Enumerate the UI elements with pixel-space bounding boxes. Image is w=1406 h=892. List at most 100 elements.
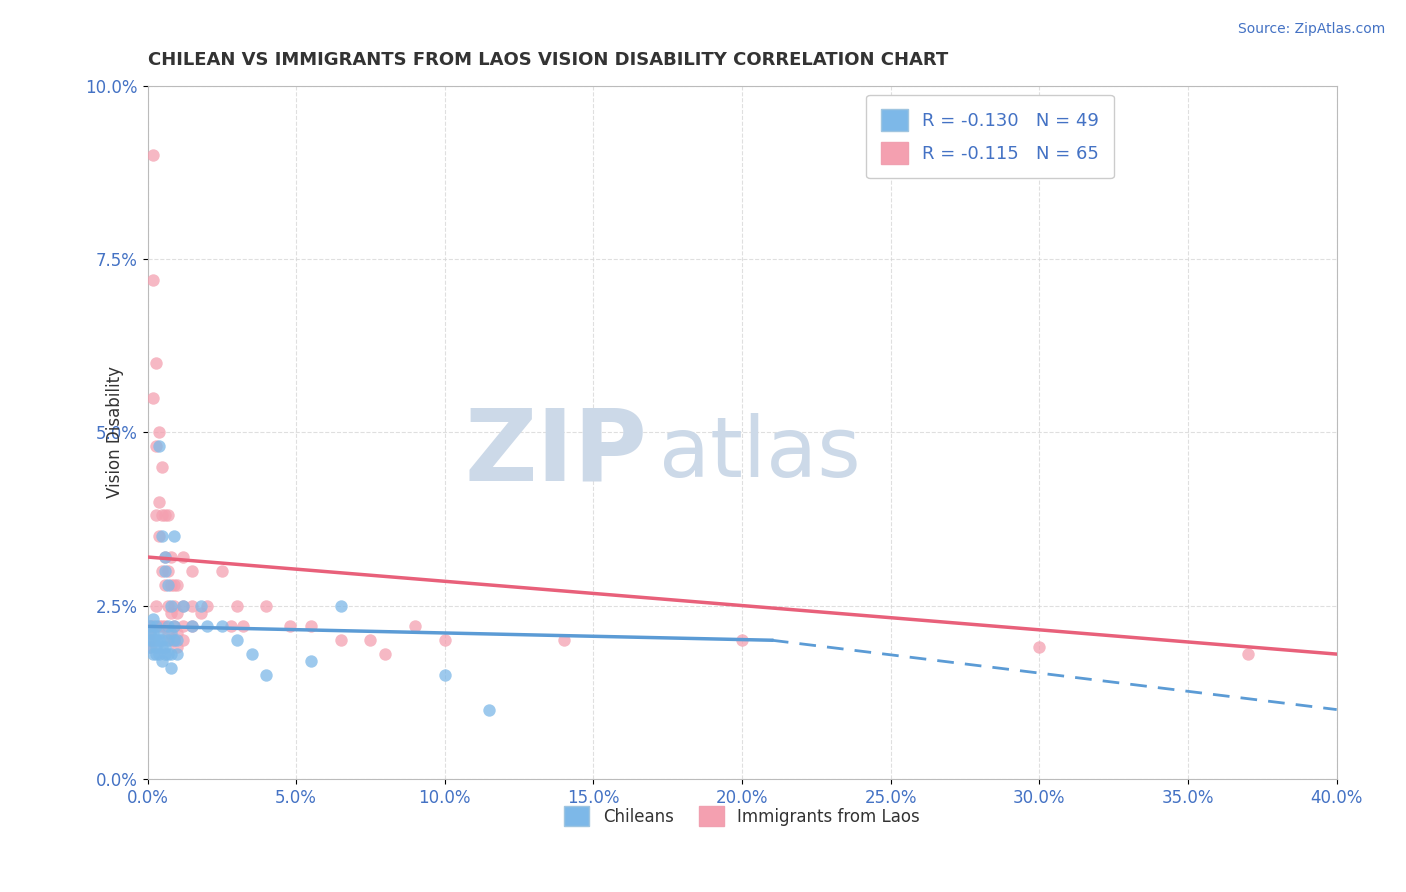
Point bbox=[225, 599, 247, 613]
Point bbox=[157, 626, 180, 640]
Point bbox=[478, 702, 501, 716]
Text: ZIP: ZIP bbox=[464, 404, 647, 501]
Point bbox=[190, 606, 212, 620]
Point bbox=[160, 599, 183, 613]
Point bbox=[232, 619, 254, 633]
Point bbox=[195, 619, 218, 633]
Point bbox=[166, 647, 188, 661]
Point bbox=[142, 619, 165, 633]
Point bbox=[142, 633, 165, 648]
Point bbox=[145, 439, 167, 453]
Point bbox=[145, 647, 167, 661]
Point bbox=[211, 619, 233, 633]
Point bbox=[163, 633, 186, 648]
Point bbox=[163, 619, 186, 633]
Point bbox=[157, 578, 180, 592]
Point bbox=[145, 640, 167, 655]
Point bbox=[172, 619, 194, 633]
Point bbox=[139, 640, 162, 655]
Point bbox=[148, 425, 170, 440]
Point bbox=[142, 148, 165, 162]
Point bbox=[256, 599, 278, 613]
Point bbox=[139, 619, 162, 633]
Point bbox=[142, 273, 165, 287]
Point bbox=[299, 619, 322, 633]
Point bbox=[139, 640, 162, 655]
Legend: Chileans, Immigrants from Laos: Chileans, Immigrants from Laos bbox=[558, 799, 927, 833]
Point bbox=[148, 494, 170, 508]
Point bbox=[160, 661, 183, 675]
Point bbox=[172, 549, 194, 564]
Point bbox=[240, 647, 263, 661]
Point bbox=[150, 640, 173, 655]
Text: CHILEAN VS IMMIGRANTS FROM LAOS VISION DISABILITY CORRELATION CHART: CHILEAN VS IMMIGRANTS FROM LAOS VISION D… bbox=[148, 51, 948, 69]
Point bbox=[181, 619, 204, 633]
Point bbox=[148, 626, 170, 640]
Point bbox=[172, 599, 194, 613]
Point bbox=[166, 606, 188, 620]
Point bbox=[172, 633, 194, 648]
Y-axis label: Vision Disability: Vision Disability bbox=[105, 367, 124, 499]
Point bbox=[160, 578, 183, 592]
Point bbox=[163, 529, 186, 543]
Point bbox=[256, 668, 278, 682]
Point bbox=[195, 599, 218, 613]
Point bbox=[553, 633, 575, 648]
Point bbox=[181, 619, 204, 633]
Point bbox=[329, 599, 352, 613]
Point bbox=[155, 619, 177, 633]
Point bbox=[190, 599, 212, 613]
Point bbox=[163, 578, 186, 592]
Point bbox=[160, 606, 183, 620]
Point bbox=[278, 619, 301, 633]
Point bbox=[1028, 640, 1050, 655]
Point bbox=[150, 654, 173, 668]
Point bbox=[148, 633, 170, 648]
Point bbox=[155, 578, 177, 592]
Point bbox=[163, 633, 186, 648]
Point bbox=[155, 508, 177, 523]
Point bbox=[142, 391, 165, 405]
Text: atlas: atlas bbox=[659, 412, 860, 493]
Point bbox=[145, 508, 167, 523]
Point bbox=[166, 640, 188, 655]
Point bbox=[155, 647, 177, 661]
Point bbox=[150, 459, 173, 474]
Point bbox=[160, 626, 183, 640]
Point bbox=[360, 633, 382, 648]
Text: Source: ZipAtlas.com: Source: ZipAtlas.com bbox=[1237, 22, 1385, 37]
Point bbox=[148, 647, 170, 661]
Point bbox=[155, 549, 177, 564]
Point bbox=[160, 633, 183, 648]
Point bbox=[139, 633, 162, 648]
Point bbox=[157, 633, 180, 648]
Point bbox=[150, 619, 173, 633]
Point bbox=[145, 633, 167, 648]
Point bbox=[142, 647, 165, 661]
Point bbox=[374, 647, 396, 661]
Point bbox=[139, 626, 162, 640]
Point bbox=[160, 647, 183, 661]
Point bbox=[219, 619, 242, 633]
Point bbox=[145, 356, 167, 370]
Point bbox=[150, 529, 173, 543]
Point bbox=[155, 640, 177, 655]
Point bbox=[157, 647, 180, 661]
Point bbox=[211, 564, 233, 578]
Point bbox=[145, 619, 167, 633]
Point bbox=[166, 578, 188, 592]
Point bbox=[148, 529, 170, 543]
Point bbox=[404, 619, 426, 633]
Point bbox=[157, 564, 180, 578]
Point bbox=[150, 633, 173, 648]
Point bbox=[145, 599, 167, 613]
Point bbox=[329, 633, 352, 648]
Point bbox=[155, 564, 177, 578]
Point bbox=[433, 633, 456, 648]
Point bbox=[160, 549, 183, 564]
Point bbox=[139, 633, 162, 648]
Point bbox=[163, 599, 186, 613]
Point bbox=[142, 626, 165, 640]
Point bbox=[181, 599, 204, 613]
Point bbox=[166, 626, 188, 640]
